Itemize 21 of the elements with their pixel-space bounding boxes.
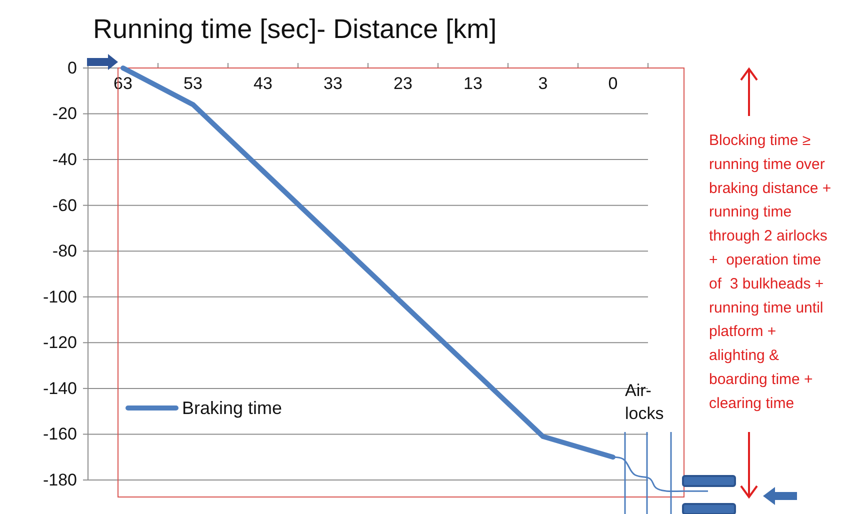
y-tick-label: -120 bbox=[42, 333, 77, 352]
x-tick-label: 43 bbox=[254, 74, 272, 94]
x-tick-label: 23 bbox=[394, 74, 412, 94]
y-tick-label: -20 bbox=[52, 104, 77, 124]
annotation: Air- locks bbox=[625, 381, 664, 423]
chart-title: Running time [sec]- Distance [km] bbox=[93, 14, 497, 44]
x-tick-label: 0 bbox=[608, 74, 618, 94]
x-tick-label: 13 bbox=[464, 74, 482, 94]
legend-label: Braking time bbox=[182, 398, 282, 418]
y-tick-label: -160 bbox=[42, 424, 77, 444]
x-tick-label: 3 bbox=[538, 74, 548, 94]
y-tick-label: -80 bbox=[52, 242, 77, 261]
y-tick-label: -100 bbox=[42, 287, 77, 306]
y-tick-label: -40 bbox=[52, 150, 77, 169]
y-tick-label: -140 bbox=[42, 378, 77, 398]
x-tick-label: 33 bbox=[324, 74, 342, 94]
x-tick-label: 53 bbox=[184, 74, 202, 94]
y-tick-label: -60 bbox=[52, 196, 77, 215]
y-tick-label: -180 bbox=[42, 470, 77, 490]
text: Blocking time ≥ running time over braking distance + running time through 2 airlocks + operation time of 3 bulkheads + running time until platform + alighting & boarding time + clearing time bbox=[709, 132, 832, 412]
y-tick-label: 0 bbox=[68, 58, 77, 78]
